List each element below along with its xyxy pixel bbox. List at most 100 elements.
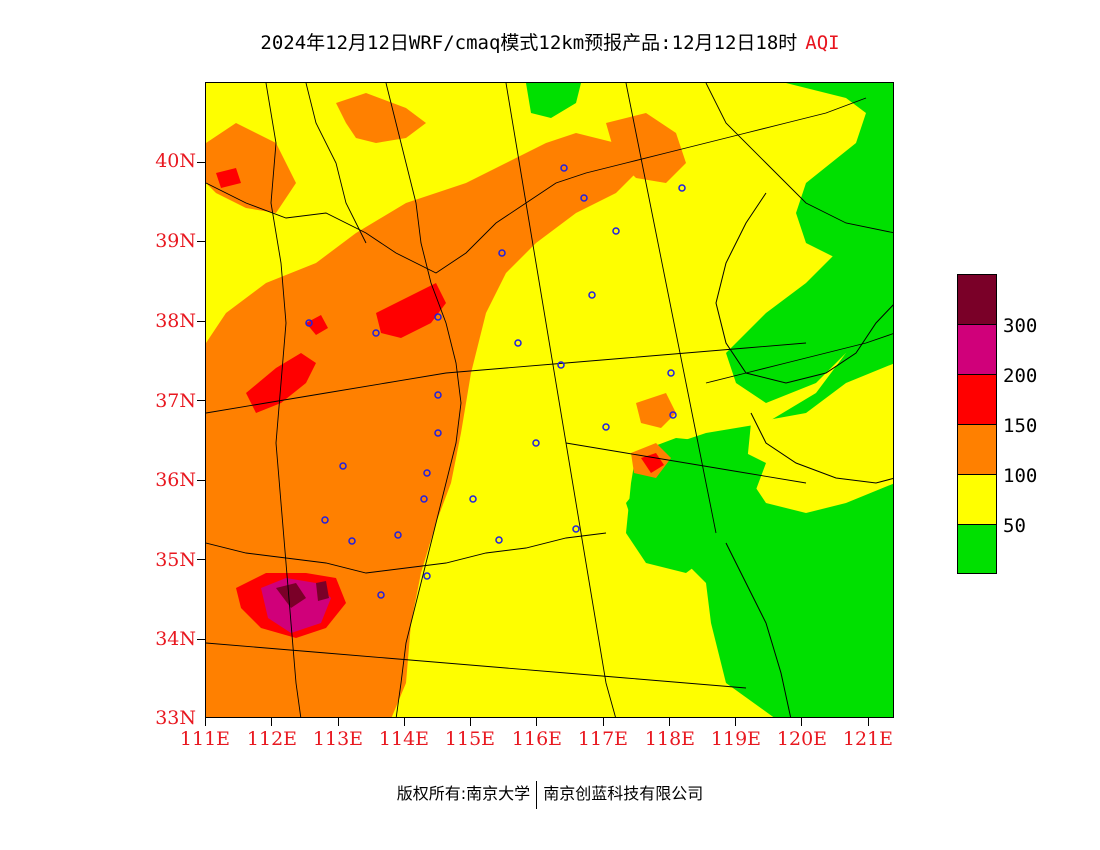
lat-label-39n: 39N bbox=[155, 230, 196, 252]
legend-swatch-200-300 bbox=[957, 324, 997, 374]
lon-tick bbox=[735, 718, 736, 726]
copyright-left: 版权所有:南京大学 bbox=[396, 784, 531, 803]
city-marker bbox=[372, 329, 380, 337]
city-marker bbox=[667, 369, 675, 377]
lon-label-115e: 115E bbox=[444, 728, 496, 750]
legend-swatch-0-50 bbox=[957, 524, 997, 574]
legend-swatch-100-150 bbox=[957, 424, 997, 474]
city-marker bbox=[394, 531, 402, 539]
orange-zone-tangshan bbox=[636, 393, 676, 428]
lat-label-33n: 33N bbox=[155, 707, 196, 729]
lon-label-118e: 118E bbox=[644, 728, 696, 750]
lat-tick bbox=[197, 320, 205, 322]
green-zone-south bbox=[626, 438, 766, 573]
lon-tick bbox=[271, 718, 273, 726]
city-marker bbox=[532, 439, 540, 447]
lon-tick bbox=[867, 718, 869, 726]
aqi-map bbox=[205, 82, 894, 718]
green-zone-coast bbox=[726, 243, 871, 403]
lon-tick bbox=[602, 718, 604, 726]
lat-tick bbox=[197, 241, 205, 242]
legend-swatch-300plus bbox=[957, 274, 997, 324]
copyright-right: 南京创蓝科技有限公司 bbox=[543, 784, 704, 803]
lon-tick bbox=[668, 718, 670, 726]
legend-swatch-150-200 bbox=[957, 374, 997, 424]
lon-label-120e: 120E bbox=[776, 728, 828, 750]
lon-label-116e: 116E bbox=[511, 728, 563, 750]
lat-label-38n: 38N bbox=[155, 310, 196, 332]
lon-tick bbox=[536, 718, 538, 726]
city-marker bbox=[560, 164, 568, 172]
lon-tick bbox=[403, 718, 405, 726]
city-marker bbox=[348, 537, 356, 545]
darkred-zone2 bbox=[316, 581, 329, 601]
legend-label-150: 150 bbox=[1003, 415, 1038, 437]
legend-label-100: 100 bbox=[1003, 465, 1038, 487]
city-marker bbox=[339, 462, 347, 470]
orange-zone-west2 bbox=[206, 343, 236, 393]
lat-tick bbox=[197, 161, 205, 163]
lat-label-37n: 37N bbox=[155, 390, 196, 412]
lon-label-117e: 117E bbox=[577, 728, 629, 750]
city-marker bbox=[588, 291, 596, 299]
city-marker bbox=[377, 591, 385, 599]
orange-zone-northwest bbox=[206, 123, 296, 213]
aqi-map-svg bbox=[206, 83, 893, 717]
lon-label-112e: 112E bbox=[246, 728, 298, 750]
lat-tick bbox=[197, 559, 205, 560]
city-marker bbox=[678, 184, 686, 192]
city-marker bbox=[495, 536, 503, 544]
city-marker bbox=[498, 249, 506, 257]
boundary-lines bbox=[206, 83, 893, 717]
legend-label-50: 50 bbox=[1003, 515, 1026, 537]
lon-tick bbox=[205, 718, 206, 726]
city-marker bbox=[423, 572, 431, 580]
city-marker bbox=[420, 495, 428, 503]
lat-tick bbox=[197, 479, 205, 481]
lat-label-34n: 34N bbox=[155, 628, 196, 650]
legend-label-300: 300 bbox=[1003, 315, 1038, 337]
orange-zone-north2 bbox=[606, 113, 686, 183]
red-zone-small2 bbox=[216, 168, 241, 188]
legend-swatch-50-100 bbox=[957, 474, 997, 524]
city-markers bbox=[305, 164, 686, 599]
city-marker bbox=[423, 469, 431, 477]
lon-label-113e: 113E bbox=[312, 728, 364, 750]
city-marker bbox=[434, 313, 442, 321]
city-marker bbox=[572, 525, 580, 533]
lat-tick bbox=[197, 638, 205, 640]
city-marker bbox=[557, 361, 565, 369]
product-label: AQI bbox=[805, 32, 840, 54]
lat-label-40n: 40N bbox=[155, 150, 196, 172]
lon-label-111e: 111E bbox=[179, 728, 231, 750]
copyright-footer: 版权所有:南京大学 南京创蓝科技有限公司 bbox=[0, 780, 1100, 809]
lon-tick bbox=[801, 718, 803, 726]
city-marker bbox=[434, 429, 442, 437]
map-title: 2024年12月12日WRF/cmaq模式12km预报产品:12月12日18时 A… bbox=[0, 28, 1100, 55]
legend-label-200: 200 bbox=[1003, 365, 1038, 387]
green-zone-south-coast bbox=[746, 363, 893, 513]
lon-label-121e: 121E bbox=[842, 728, 894, 750]
city-marker bbox=[612, 227, 620, 235]
green-zone-north bbox=[526, 83, 581, 118]
city-marker bbox=[602, 423, 610, 431]
lon-label-114e: 114E bbox=[378, 728, 430, 750]
city-marker bbox=[580, 194, 588, 202]
lat-tick bbox=[197, 400, 205, 401]
red-zone-shijiazhuang bbox=[376, 283, 446, 338]
lon-tick bbox=[470, 718, 471, 726]
orange-zone-west bbox=[206, 133, 636, 717]
city-marker bbox=[434, 391, 442, 399]
city-marker bbox=[321, 516, 329, 524]
city-marker bbox=[469, 495, 477, 503]
darkred-zone bbox=[276, 583, 306, 608]
footer-divider bbox=[536, 780, 538, 809]
magenta-zone-zhengzhou bbox=[261, 578, 331, 633]
red-zone-small1 bbox=[306, 315, 328, 335]
orange-zone-north bbox=[336, 93, 426, 143]
city-marker bbox=[305, 319, 313, 327]
lat-label-36n: 36N bbox=[155, 469, 196, 491]
city-marker bbox=[514, 339, 522, 347]
title-text: 2024年12月12日WRF/cmaq模式12km预报产品:12月12日18时 bbox=[260, 32, 798, 54]
city-marker bbox=[669, 411, 677, 419]
